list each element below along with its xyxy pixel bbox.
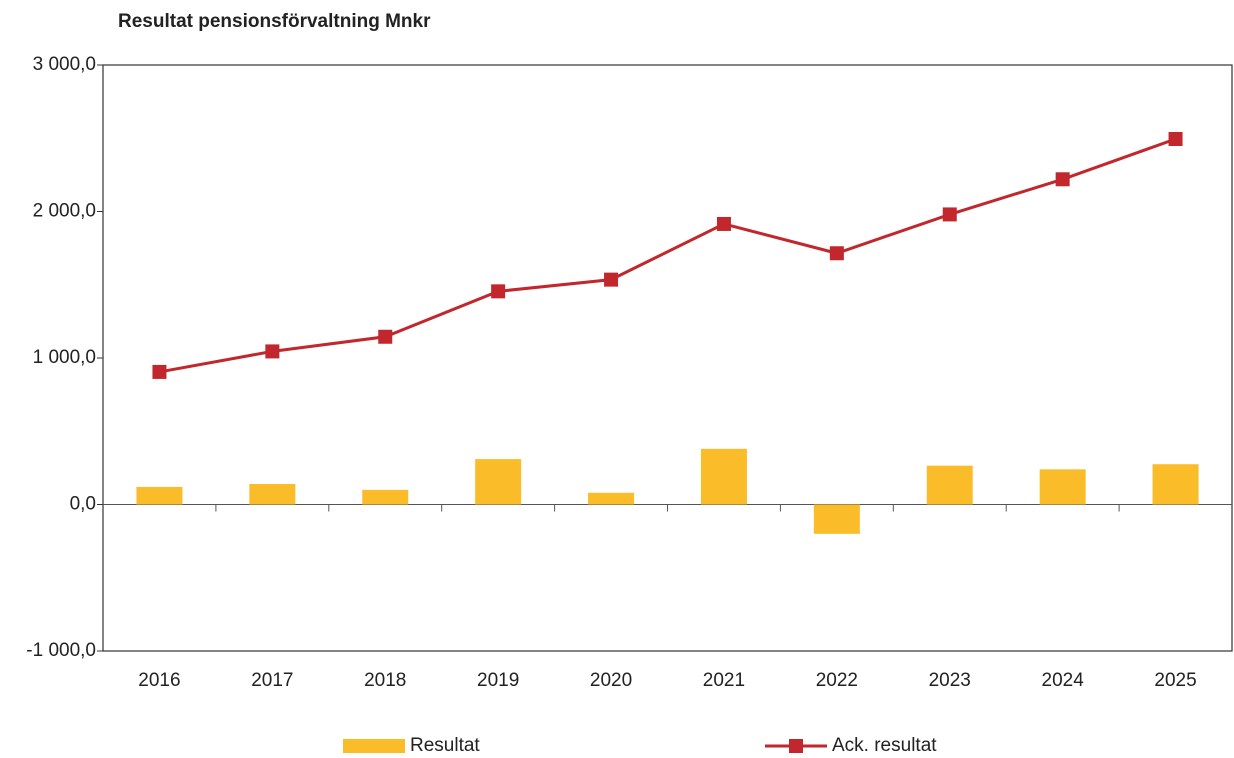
bar [926,465,973,505]
legend-label: Resultat [410,735,480,756]
x-tick-label: 2020 [590,670,632,691]
x-tick-label: 2018 [364,670,406,691]
bar [813,504,860,534]
y-tick-label: 0,0 [70,494,96,515]
marker [716,216,731,231]
marker [942,207,957,222]
bar [1152,464,1199,505]
x-tick-label: 2016 [138,670,180,691]
y-tick-label: 1 000,0 [33,347,96,368]
x-tick-label: 2024 [1042,670,1085,691]
marker [829,246,844,261]
marker [378,329,393,344]
bar [588,492,635,505]
legend-swatch [343,739,405,753]
marker [1168,131,1183,146]
y-tick-label: 2 000,0 [33,201,96,222]
bar [475,459,522,505]
x-tick-label: 2017 [251,670,293,691]
marker [1055,172,1070,187]
x-tick-label: 2025 [1154,670,1196,691]
legend-label: Ack. resultat [832,735,937,756]
marker [152,364,167,379]
marker [491,284,506,299]
bar [249,483,296,505]
bar [136,486,183,505]
x-tick-label: 2022 [816,670,858,691]
legend-marker [789,739,803,753]
bar [1039,469,1086,505]
bar [362,489,409,505]
x-tick-label: 2021 [703,670,745,691]
x-tick-label: 2019 [477,670,519,691]
y-tick-label: 3 000,0 [33,54,96,75]
chart-title: Resultat pensionsförvaltning Mnkr [118,11,431,32]
y-tick-label: -1 000,0 [26,640,96,661]
marker [604,272,619,287]
line [159,137,1177,374]
marker [265,344,280,359]
bar [700,448,747,505]
x-tick-label: 2023 [929,670,971,691]
